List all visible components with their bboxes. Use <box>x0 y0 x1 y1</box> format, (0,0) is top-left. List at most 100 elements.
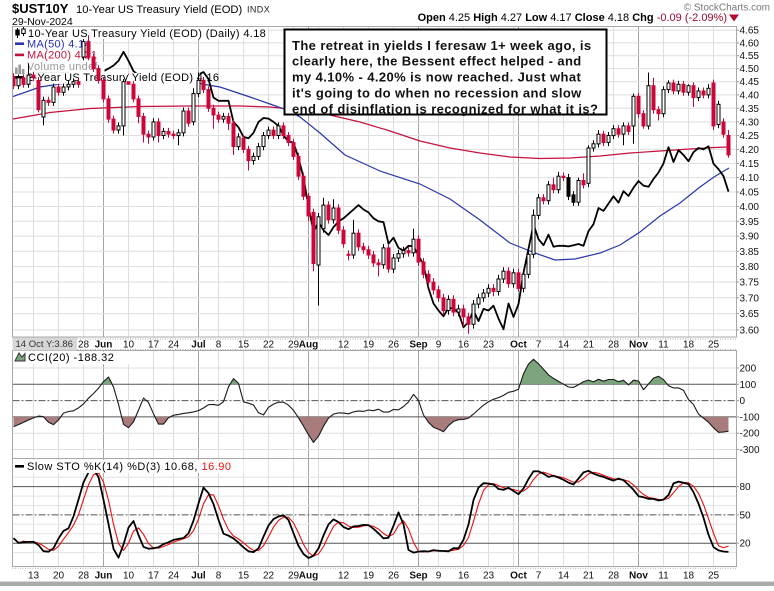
svg-text:22: 22 <box>263 340 275 351</box>
svg-text:28: 28 <box>608 340 620 351</box>
svg-text:Jul: Jul <box>191 340 206 351</box>
svg-text:4.20: 4.20 <box>740 145 760 156</box>
svg-text:7: 7 <box>536 340 542 351</box>
svg-text:200: 200 <box>740 364 757 375</box>
svg-text:4.25: 4.25 <box>740 131 760 142</box>
svg-text:Volume undef: Volume undef <box>27 61 99 73</box>
svg-text:2-Year US Treasury Yield (EOD): 2-Year US Treasury Yield (EOD) 4.16 <box>27 72 219 84</box>
svg-text:19: 19 <box>363 340 375 351</box>
svg-text:3.60: 3.60 <box>740 325 760 336</box>
svg-text:Sep: Sep <box>409 571 427 582</box>
svg-text:28: 28 <box>608 571 620 582</box>
svg-text:9: 9 <box>436 571 442 582</box>
svg-text:4.35: 4.35 <box>740 104 760 115</box>
svg-text:15: 15 <box>238 571 250 582</box>
svg-text:50: 50 <box>740 510 752 521</box>
svg-text:10-Year US Treasury Yield (EOD: 10-Year US Treasury Yield (EOD) <box>76 4 242 16</box>
svg-text:16: 16 <box>458 340 470 351</box>
svg-text:17: 17 <box>148 571 160 582</box>
svg-text:24: 24 <box>168 340 180 351</box>
svg-text:8: 8 <box>216 571 222 582</box>
svg-text:CCI(20) -188.32: CCI(20) -188.32 <box>28 352 114 364</box>
svg-text:end of disinflation is recogni: end of disinflation is recognized for wh… <box>292 101 598 116</box>
svg-text:it's going to do when no reces: it's going to do when no recession and s… <box>292 86 582 101</box>
svg-text:Oct: Oct <box>510 571 527 582</box>
svg-text:4.65: 4.65 <box>740 26 760 37</box>
svg-text:12: 12 <box>338 571 350 582</box>
svg-text:my 4.10% - 4.20% is now reache: my 4.10% - 4.20% is now reached. Just wh… <box>292 70 581 85</box>
svg-text:28: 28 <box>78 571 90 582</box>
svg-text:26: 26 <box>388 571 400 582</box>
svg-text:15: 15 <box>238 340 250 351</box>
svg-text:© StockCharts.com: © StockCharts.com <box>684 3 770 14</box>
svg-text:4.15: 4.15 <box>740 159 760 170</box>
svg-text:Sep: Sep <box>409 340 427 351</box>
svg-text:Aug: Aug <box>299 571 318 582</box>
svg-text:Slow STO %K(14) %D(3) 10.68, 1: Slow STO %K(14) %D(3) 10.68, 16.90 <box>27 461 232 473</box>
svg-text:4.45: 4.45 <box>740 77 760 88</box>
svg-text:3.70: 3.70 <box>740 293 760 304</box>
svg-text:13: 13 <box>28 571 40 582</box>
svg-text:100: 100 <box>740 380 757 391</box>
svg-text:3.95: 3.95 <box>740 217 760 228</box>
svg-text:4.10: 4.10 <box>740 173 760 184</box>
svg-text:23: 23 <box>483 571 495 582</box>
svg-text:Aug: Aug <box>299 340 318 351</box>
svg-text:-100: -100 <box>740 412 760 423</box>
svg-text:7: 7 <box>536 571 542 582</box>
svg-text:-200: -200 <box>740 429 760 440</box>
svg-text:12: 12 <box>338 340 350 351</box>
svg-text:Nov: Nov <box>629 571 648 582</box>
svg-text:Nov: Nov <box>629 340 648 351</box>
svg-text:4.55: 4.55 <box>740 51 760 62</box>
svg-text:4.50: 4.50 <box>740 64 760 75</box>
svg-text:21: 21 <box>583 571 595 582</box>
svg-text:10-Year US Treasury Yield (EOD: 10-Year US Treasury Yield (EOD) (Daily) … <box>28 28 266 40</box>
svg-text:3.75: 3.75 <box>740 278 760 289</box>
svg-text:14 Oct Y:3.86: 14 Oct Y:3.86 <box>16 339 73 350</box>
svg-text:3.90: 3.90 <box>740 232 760 243</box>
svg-text:80: 80 <box>740 482 752 493</box>
svg-text:The retreat in yields I feresa: The retreat in yields I feresaw 1+ week … <box>292 38 592 53</box>
svg-text:MA(200) 4.21: MA(200) 4.21 <box>27 50 97 62</box>
svg-text:22: 22 <box>263 571 275 582</box>
svg-text:11: 11 <box>658 571 669 582</box>
svg-text:clearly here, the Bessent effe: clearly here, the Bessent effect helped … <box>292 54 582 69</box>
svg-text:23: 23 <box>483 340 495 351</box>
svg-text:20: 20 <box>740 539 752 550</box>
svg-text:20: 20 <box>53 571 65 582</box>
svg-text:14: 14 <box>558 340 570 351</box>
svg-text:10: 10 <box>123 340 135 351</box>
svg-text:19: 19 <box>363 571 375 582</box>
svg-text:25: 25 <box>708 340 720 351</box>
svg-text:28: 28 <box>78 340 90 351</box>
svg-text:-300: -300 <box>740 445 760 456</box>
svg-text:INDX: INDX <box>247 5 270 15</box>
svg-text:3.65: 3.65 <box>740 309 760 320</box>
svg-text:17: 17 <box>148 340 160 351</box>
svg-text:21: 21 <box>583 340 595 351</box>
svg-text:29: 29 <box>288 571 300 582</box>
svg-text:MA(50) 4.14: MA(50) 4.14 <box>27 39 91 51</box>
svg-text:25: 25 <box>708 571 720 582</box>
svg-text:Jul: Jul <box>191 571 206 582</box>
svg-text:10: 10 <box>123 571 135 582</box>
svg-text:29-Nov-2024: 29-Nov-2024 <box>12 16 73 28</box>
svg-text:8: 8 <box>216 340 222 351</box>
svg-text:Open 4.25 High 4.27 Low 4.17 C: Open 4.25 High 4.27 Low 4.17 Close 4.18 … <box>418 12 727 24</box>
svg-text:Jun: Jun <box>95 340 113 351</box>
svg-text:0: 0 <box>740 396 746 407</box>
svg-text:18: 18 <box>683 571 695 582</box>
svg-text:4.00: 4.00 <box>740 202 760 213</box>
svg-text:9: 9 <box>436 340 442 351</box>
svg-text:3.80: 3.80 <box>740 262 760 273</box>
svg-text:4.05: 4.05 <box>740 188 760 199</box>
svg-text:4.60: 4.60 <box>740 38 760 49</box>
svg-text:Jun: Jun <box>95 571 113 582</box>
svg-text:11: 11 <box>658 340 669 351</box>
svg-text:4.40: 4.40 <box>740 90 760 101</box>
svg-text:16: 16 <box>458 571 470 582</box>
svg-text:18: 18 <box>683 340 695 351</box>
svg-text:29: 29 <box>288 340 300 351</box>
svg-text:26: 26 <box>388 340 400 351</box>
